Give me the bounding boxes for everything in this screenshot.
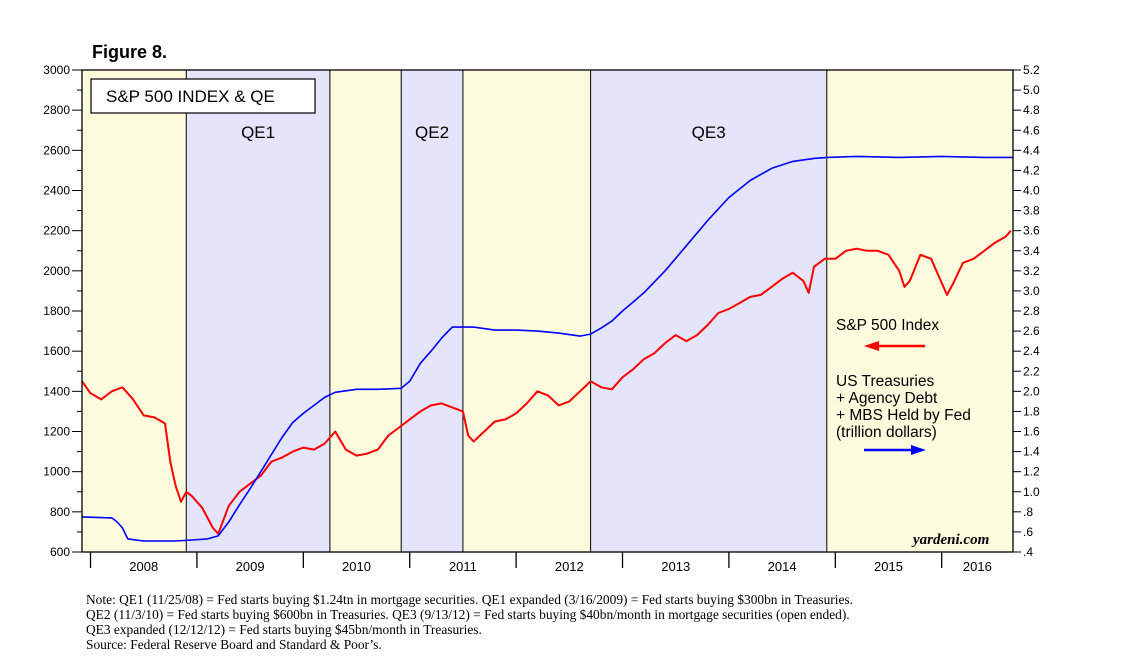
left-tick-label: 600 [50,545,70,559]
qe-label-qe2: QE2 [415,123,449,142]
right-tick-label: 1.2 [1023,465,1040,479]
year-label: 2011 [449,559,477,574]
legend-fed-line-3: + MBS Held by Fed [836,407,971,424]
right-tick-label: 3.8 [1023,204,1040,218]
left-tick-label: 2800 [43,103,70,117]
year-label: 2013 [661,559,690,574]
right-tick-label: 1.4 [1023,445,1040,459]
left-tick-label: 2600 [43,143,70,157]
note-source: Source: Federal Reserve Board and Standa… [86,637,382,652]
x-axis: 2008 2009 2010 2011 2012 2013 2014 2015 2016 [89,552,992,574]
period-band [401,70,463,552]
year-label: 2014 [768,559,797,574]
year-label: 2015 [874,559,903,574]
right-tick-label: .8 [1023,505,1033,519]
left-axis: 600 800 1000 1200 1400 1600 1800 2000 2200 2400 26… [43,63,82,559]
left-tick-label: 3000 [43,63,70,77]
qe-label-qe1: QE1 [241,123,275,142]
left-tick-label: 2000 [43,264,70,278]
right-tick-label: 1.0 [1023,485,1040,499]
left-tick-label: 1400 [43,384,70,398]
right-tick-label: 4.0 [1023,184,1040,198]
right-tick-label: 1.6 [1023,425,1040,439]
left-tick-label: 1000 [43,465,70,479]
year-label: 2009 [236,559,265,574]
period-band [186,70,330,552]
right-tick-label: 2.4 [1023,344,1040,358]
right-tick-label: 4.4 [1023,143,1040,157]
chart-title: S&P 500 INDEX & QE [106,87,275,106]
figure-label: Figure 8. [92,42,168,62]
right-tick-label: 5.0 [1023,83,1040,97]
right-tick-label: 3.2 [1023,264,1040,278]
year-label: 2008 [129,559,158,574]
year-label: 2010 [342,559,371,574]
right-tick-label: 1.8 [1023,404,1040,418]
right-tick-label: 2.0 [1023,384,1040,398]
right-tick-label: 4.2 [1023,163,1040,177]
right-tick-label: 3.0 [1023,284,1040,298]
year-label: 2016 [963,559,992,574]
legend: S&P 500 Index US Treasuries + Agency Deb… [836,317,971,455]
right-tick-label: 2.2 [1023,364,1040,378]
legend-sp500-label: S&P 500 Index [836,317,939,334]
legend-fed-line-4: (trillion dollars) [836,424,937,441]
period-band [82,70,187,552]
qe-label-qe3: QE3 [692,123,726,142]
note-line-2: QE2 (11/3/10) = Fed starts buying $600bn… [86,607,850,622]
chart: 600 800 1000 1200 1400 1600 1800 2000 2200 2400 26… [43,63,1040,574]
right-tick-label: 5.2 [1023,63,1040,77]
left-tick-label: 1600 [43,344,70,358]
right-tick-label: 2.6 [1023,324,1040,338]
legend-fed-line-1: US Treasuries [836,373,934,390]
left-tick-label: 2200 [43,224,70,238]
right-tick-label: .6 [1023,525,1033,539]
sp500-line [81,230,1012,535]
fed-holdings-line [81,155,1013,542]
right-tick-label: 3.6 [1023,224,1040,238]
year-label: 2012 [555,559,584,574]
left-tick-label: 1200 [43,425,70,439]
left-tick-label: 2400 [43,184,70,198]
period-band [826,70,1013,552]
qe-period-bands [82,70,1013,552]
right-tick-label: .4 [1023,545,1033,559]
series-layer [81,155,1013,542]
note-line-1: Note: QE1 (11/25/08) = Fed starts buying… [86,592,853,607]
right-tick-label: 3.4 [1023,244,1040,258]
note-line-3: QE3 expanded (12/12/12) = Fed starts buy… [86,622,482,637]
title-box: S&P 500 INDEX & QE [90,78,316,114]
right-tick-label: 4.8 [1023,103,1040,117]
left-tick-label: 1800 [43,304,70,318]
brand-label: yardeni.com [911,532,989,548]
period-band [329,70,402,552]
qe-labels: QE1 QE2 QE3 [241,123,726,142]
period-band [590,70,827,552]
left-tick-label: 800 [50,505,70,519]
right-tick-label: 4.6 [1023,123,1040,137]
right-tick-label: 2.8 [1023,304,1040,318]
notes: Note: QE1 (11/25/08) = Fed starts buying… [86,592,853,652]
right-axis: .4 .6 .8 1.0 1.2 1.4 1.6 1.8 2.0 2.2 2.4 2.6 2.8 3.0 3… [1013,63,1040,559]
legend-fed-arrow-right-icon [911,445,926,455]
legend-fed-line-2: + Agency Debt [836,390,938,407]
legend-sp500-arrow-left-icon [864,341,879,351]
period-band [462,70,591,552]
